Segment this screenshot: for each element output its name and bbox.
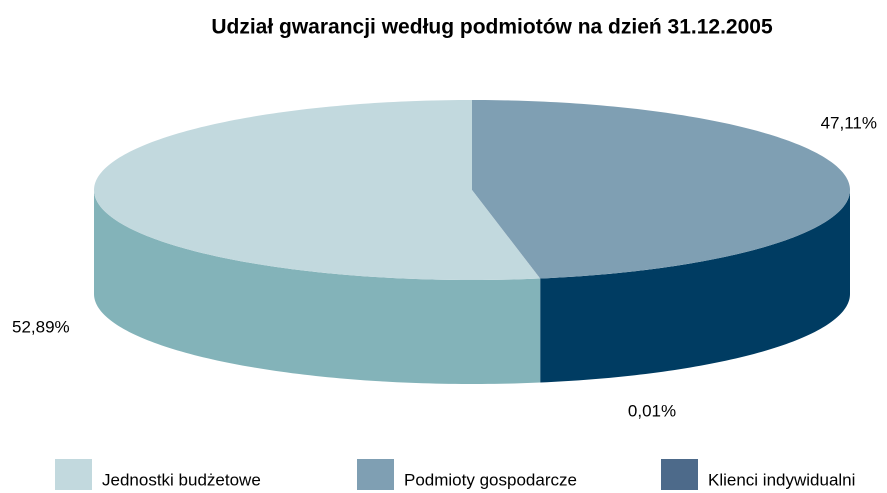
pie-side [94,190,541,384]
legend-label: Jednostki budżetowe [102,470,261,489]
pie-slice [94,100,541,280]
legend-label: Klienci indywidualni [708,470,855,489]
pie-slice [472,190,541,279]
data-label: 47,11% [821,113,877,132]
pie-slice [472,100,850,279]
chart-title: Udział gwarancji według podmiotów na dzi… [211,16,773,39]
legend-swatch [357,459,394,490]
legend-swatch [661,459,698,490]
pie-side [540,190,850,383]
data-label: 52,89% [12,317,70,336]
legend-swatch [55,459,92,490]
data-label: 0,01% [628,401,676,420]
legend-label: Podmioty gospodarcze [404,470,577,489]
